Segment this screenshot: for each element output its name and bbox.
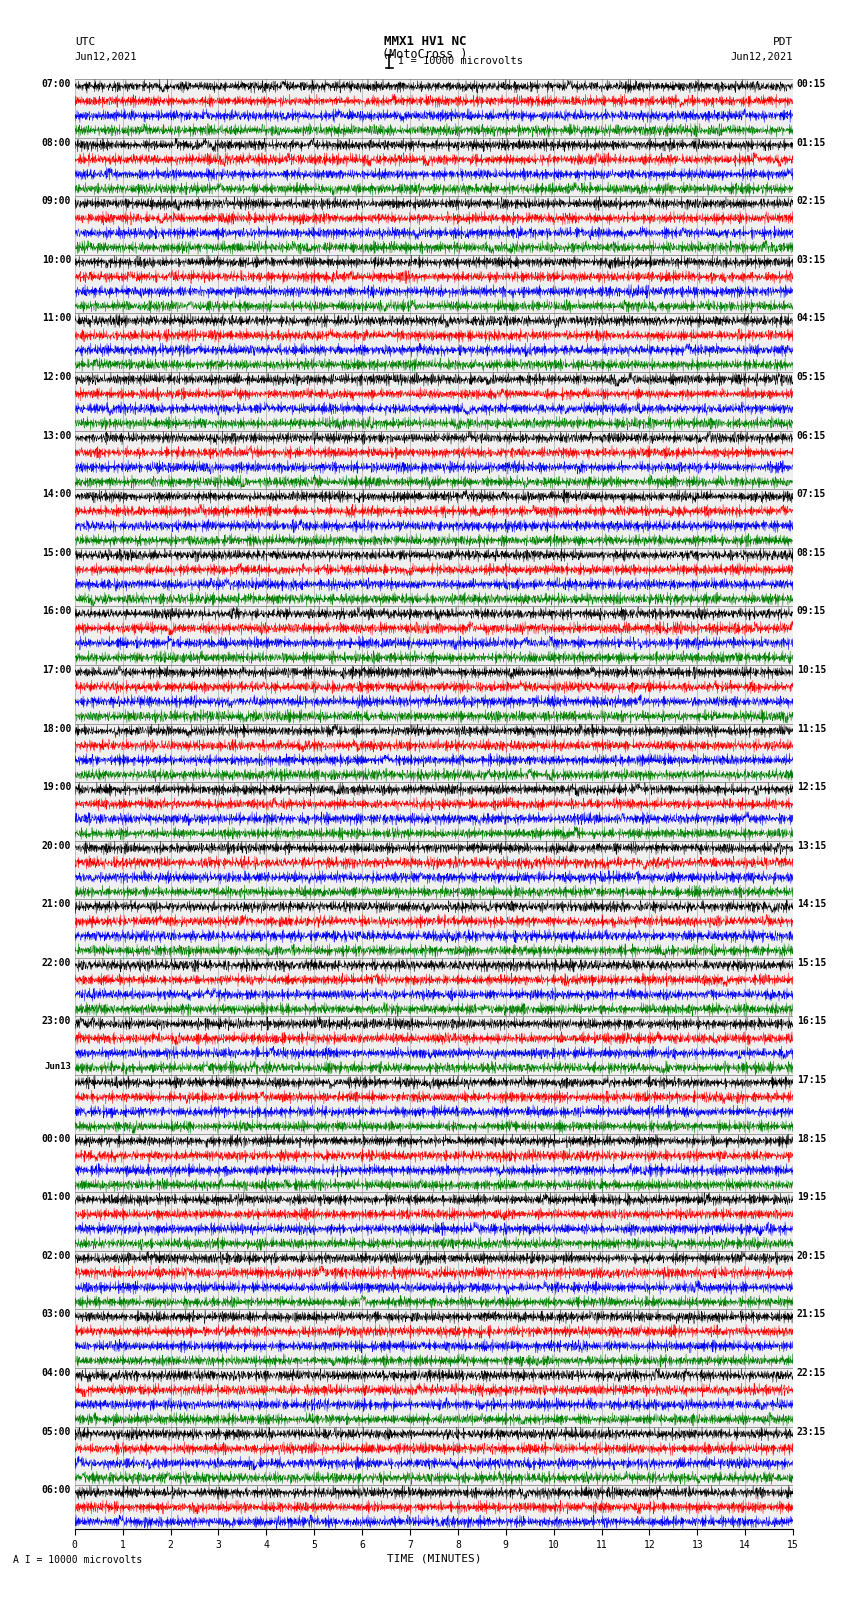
Text: 07:00: 07:00 xyxy=(42,79,71,89)
Text: 22:15: 22:15 xyxy=(796,1368,826,1378)
Text: 01:00: 01:00 xyxy=(42,1192,71,1202)
Text: 12:00: 12:00 xyxy=(42,373,71,382)
Text: UTC: UTC xyxy=(75,37,95,47)
X-axis label: TIME (MINUTES): TIME (MINUTES) xyxy=(387,1553,481,1563)
Text: 13:15: 13:15 xyxy=(796,840,826,850)
Text: 00:00: 00:00 xyxy=(42,1134,71,1144)
Text: 11:00: 11:00 xyxy=(42,313,71,323)
Text: 14:00: 14:00 xyxy=(42,489,71,498)
Text: 18:15: 18:15 xyxy=(796,1134,826,1144)
Text: 11:15: 11:15 xyxy=(796,724,826,734)
Text: Jun12,2021: Jun12,2021 xyxy=(730,52,793,61)
Text: 18:00: 18:00 xyxy=(42,724,71,734)
Text: 19:00: 19:00 xyxy=(42,782,71,792)
Text: 20:00: 20:00 xyxy=(42,840,71,850)
Text: 14:15: 14:15 xyxy=(796,900,826,910)
Text: 07:15: 07:15 xyxy=(796,489,826,498)
Text: 08:15: 08:15 xyxy=(796,548,826,558)
Text: 20:15: 20:15 xyxy=(796,1250,826,1261)
Text: 04:00: 04:00 xyxy=(42,1368,71,1378)
Text: 23:15: 23:15 xyxy=(796,1426,826,1437)
Text: 01:15: 01:15 xyxy=(796,137,826,148)
Text: 21:00: 21:00 xyxy=(42,900,71,910)
Text: 13:00: 13:00 xyxy=(42,431,71,440)
Text: 22:00: 22:00 xyxy=(42,958,71,968)
Text: 10:15: 10:15 xyxy=(796,665,826,674)
Text: 15:15: 15:15 xyxy=(796,958,826,968)
Text: 16:00: 16:00 xyxy=(42,606,71,616)
Text: Jun12,2021: Jun12,2021 xyxy=(75,52,138,61)
Text: 08:00: 08:00 xyxy=(42,137,71,148)
Text: 19:15: 19:15 xyxy=(796,1192,826,1202)
Text: Jun13: Jun13 xyxy=(44,1061,71,1071)
Text: PDT: PDT xyxy=(773,37,793,47)
Text: 06:00: 06:00 xyxy=(42,1486,71,1495)
Text: MMX1 HV1 NC: MMX1 HV1 NC xyxy=(383,35,467,48)
Text: 09:15: 09:15 xyxy=(796,606,826,616)
Text: 23:00: 23:00 xyxy=(42,1016,71,1026)
Text: 12:15: 12:15 xyxy=(796,782,826,792)
Text: 06:15: 06:15 xyxy=(796,431,826,440)
Text: 03:00: 03:00 xyxy=(42,1310,71,1319)
Text: 04:15: 04:15 xyxy=(796,313,826,323)
Text: I = 10000 microvolts: I = 10000 microvolts xyxy=(398,56,523,66)
Text: (MotoCross ): (MotoCross ) xyxy=(382,48,468,61)
Text: 17:00: 17:00 xyxy=(42,665,71,674)
Text: 05:00: 05:00 xyxy=(42,1426,71,1437)
Text: 05:15: 05:15 xyxy=(796,373,826,382)
Text: 16:15: 16:15 xyxy=(796,1016,826,1026)
Text: 09:00: 09:00 xyxy=(42,197,71,206)
Text: 00:15: 00:15 xyxy=(796,79,826,89)
Text: 10:00: 10:00 xyxy=(42,255,71,265)
Text: 17:15: 17:15 xyxy=(796,1074,826,1086)
Text: A I = 10000 microvolts: A I = 10000 microvolts xyxy=(13,1555,142,1565)
Text: 21:15: 21:15 xyxy=(796,1310,826,1319)
Text: 15:00: 15:00 xyxy=(42,548,71,558)
Text: 03:15: 03:15 xyxy=(796,255,826,265)
Text: 02:00: 02:00 xyxy=(42,1250,71,1261)
Text: 02:15: 02:15 xyxy=(796,197,826,206)
